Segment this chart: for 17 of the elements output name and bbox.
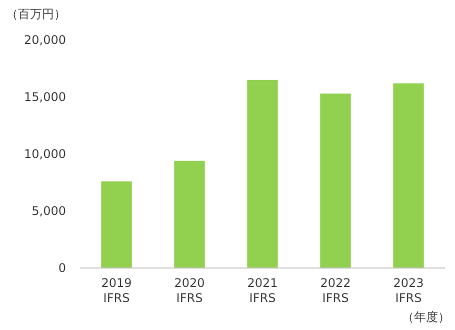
x-tick-label: 2020 IFRS: [174, 276, 205, 305]
x-tick-label: 2021 IFRS: [247, 276, 278, 305]
x-tick-label: 2023 IFRS: [393, 276, 424, 305]
x-axis-title: （年度）: [402, 310, 450, 324]
y-tick-label: 10,000: [24, 147, 66, 161]
x-tick-label: 2022 IFRS: [320, 276, 351, 305]
y-tick-label: 0: [58, 261, 66, 275]
bar: [393, 83, 424, 268]
y-tick-label: 15,000: [24, 90, 66, 104]
x-tick-label: 2019 IFRS: [101, 276, 132, 305]
bar: [247, 80, 278, 268]
y-tick-label: 5,000: [32, 204, 66, 218]
y-axis-title: （百万円）: [6, 7, 66, 21]
bar: [320, 94, 351, 268]
bar: [174, 160, 205, 268]
y-tick-label: 20,000: [24, 33, 66, 47]
bar: [101, 181, 132, 268]
